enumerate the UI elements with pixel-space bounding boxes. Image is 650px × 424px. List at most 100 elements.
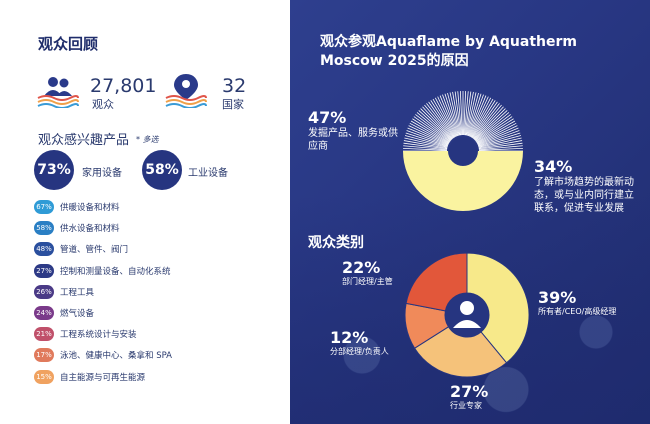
product-pct-badge: 21%	[34, 327, 54, 342]
product-label: 工程工具	[60, 287, 95, 298]
reason-47-ray	[403, 142, 448, 150]
reason-47-ray	[424, 104, 454, 140]
reason-47-ray	[422, 106, 453, 140]
reason-47-ray	[452, 91, 461, 136]
reason-47-ray	[466, 92, 477, 136]
reason-47-ray	[412, 118, 450, 143]
industrial-equipment-pct: 58%	[142, 150, 182, 190]
product-label: 工程系统设计与安装	[60, 330, 137, 341]
reasons-chart	[403, 91, 523, 211]
reason-47-ray	[409, 122, 449, 144]
cat-39-label: 所有者/CEO/高级经理	[538, 307, 617, 316]
visitors-label: 观众	[92, 98, 114, 111]
reason-47-ray	[434, 97, 456, 137]
reason-47-ray	[468, 95, 487, 137]
reason-47-ray	[474, 108, 506, 140]
reason-47-ray	[477, 127, 519, 146]
location-pin-icon	[165, 74, 207, 108]
reason-47-ray	[463, 91, 467, 136]
reasons-title: 观众参观Aquaflame by Aquatherm Moscow 2025的原…	[320, 33, 620, 71]
product-item: 17% 泳池、健康中心、桑拿和 SPA	[34, 347, 172, 363]
reason-47-ray	[470, 98, 494, 138]
interest-title: 观众感兴趣产品	[38, 133, 130, 148]
reason-47-ray	[420, 108, 452, 140]
donut-slices	[404, 252, 530, 378]
reason-47-ray	[468, 94, 484, 137]
cat-39: 39% 所有者/CEO/高级经理	[538, 288, 628, 317]
reason-47-ray	[447, 92, 460, 136]
reason-47-ray	[474, 112, 510, 142]
reason-47-ray	[430, 100, 455, 138]
person-icon	[453, 301, 481, 328]
cat-22-pct: 22%	[342, 258, 381, 277]
product-label: 供暖设备和材料	[60, 203, 120, 213]
reason-34-pct: 34%	[534, 157, 573, 176]
product-item: 24% 燃气设备	[34, 305, 94, 321]
reason-47-ray	[406, 130, 449, 146]
home-equipment-label: 家用设备	[82, 168, 122, 179]
reason-47-ray	[404, 135, 448, 148]
reason-47-ray	[432, 98, 456, 138]
cat-27-pct: 27%	[450, 382, 489, 401]
reason-47-ray	[454, 91, 462, 136]
reason-34-half	[403, 151, 523, 211]
reason-47-ray	[478, 137, 522, 148]
product-item: 48% 管道、管件、阀门	[34, 241, 128, 257]
home-equipment-pct: 73%	[34, 150, 74, 190]
reason-47-ray	[477, 125, 518, 145]
product-label: 泳池、健康中心、桑拿和 SPA	[60, 351, 172, 362]
reasons-center-hole	[449, 137, 477, 165]
reason-47-ray	[473, 106, 504, 140]
reason-47-ray	[467, 93, 482, 136]
product-label: 供水设备和材料	[60, 224, 120, 235]
reasons-rays	[403, 91, 523, 152]
right-panel: 观众参观Aquaflame by Aquatherm Moscow 2025的原…	[290, 0, 650, 424]
product-item: 26% 工程工具	[34, 284, 94, 300]
reasons-title-line2: Moscow 2025的原因	[320, 53, 469, 69]
product-label: 管道、管件、阀门	[60, 245, 129, 256]
cat-22-label: 部门经理/主管	[342, 277, 393, 286]
reason-47-ray	[413, 116, 451, 143]
product-pct-badge: 15%	[34, 369, 54, 384]
product-label: 控制和测量设备、自动化系统	[60, 266, 171, 277]
reason-47-ray	[471, 100, 496, 138]
reason-47-ray	[476, 118, 514, 143]
visitors-count: 27,801	[90, 75, 157, 97]
reason-47-ray	[459, 91, 463, 136]
left-panel: 观众回顾 27,801 观众 32 国家 观众感兴趣产品 * 多选 73% 家用…	[0, 0, 290, 424]
reason-47-ray	[478, 135, 522, 148]
reason-47-pct: 47%	[308, 108, 347, 127]
reason-47-ray	[403, 147, 448, 151]
product-pct-badge: 26%	[34, 284, 54, 299]
reason-47-ray	[457, 91, 463, 136]
cat-39-pct: 39%	[538, 288, 577, 307]
reason-47-ray	[469, 96, 489, 137]
cat-12-pct: 12%	[330, 328, 369, 347]
cat-27-label: 行业专家	[450, 401, 482, 410]
reason-47-ray	[418, 110, 452, 141]
reason-47-ray	[439, 95, 458, 137]
product-item: 21% 工程系统设计与安装	[34, 326, 137, 342]
reason-47-ray	[472, 103, 500, 139]
reason-47-ray	[475, 114, 511, 142]
reason-47-ray	[442, 94, 458, 137]
multi-select-note: * 多选	[136, 135, 159, 144]
reason-47-ray	[403, 140, 448, 149]
reason-47-ray	[449, 92, 460, 136]
industrial-equipment-label: 工业设备	[188, 168, 228, 179]
product-pct-badge: 48%	[34, 242, 54, 257]
reasons-title-line1: 观众参观Aquaflame by Aquatherm	[320, 34, 577, 50]
reason-47-ray	[426, 103, 454, 139]
reason-47-ray	[475, 116, 513, 143]
people-icon	[37, 77, 79, 108]
reason-47-ray	[415, 114, 451, 142]
cat-27: 27% 行业专家	[450, 382, 530, 411]
reason-47-ray	[437, 96, 457, 137]
reason-47-ray	[465, 91, 474, 136]
countries-count: 32	[222, 75, 247, 97]
categories-title: 观众类别	[308, 235, 364, 251]
reason-47-ray	[404, 137, 448, 148]
reason-47-ray	[477, 122, 517, 144]
reason-47-ray	[478, 140, 523, 149]
product-item: 15% 自主能源与可再生能源	[34, 369, 145, 385]
